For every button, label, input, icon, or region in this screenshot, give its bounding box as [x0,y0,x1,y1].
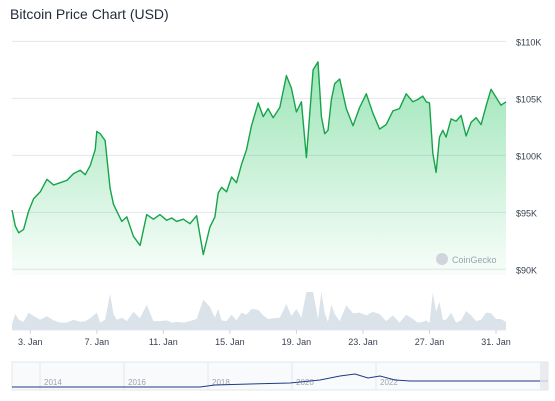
range-navigator[interactable]: 2014 2016 2018 2020 2022 [11,361,549,391]
y-tick-label: $90K [516,265,537,275]
navigator-year-label: 2014 [44,378,62,387]
y-tick-label: $110K [516,37,541,47]
x-tick-label: 27. Jan [415,337,445,347]
x-tick-label: 3. Jan [18,337,43,347]
volume-area [12,292,506,330]
navigator-year-label: 2022 [380,378,398,387]
x-tick-label: 11. Jan [149,337,178,347]
price-area [12,61,506,276]
navigator-year-label: 2018 [212,378,230,387]
x-tick-label: 15. Jan [215,337,245,347]
y-tick-label: $95K [516,208,537,218]
navigator-year-label: 2016 [128,378,146,387]
x-tick-label: 23. Jan [348,337,378,347]
watermark-text: CoinGecko [452,255,497,265]
chart-title: Bitcoin Price Chart (USD) [10,6,169,22]
navigator-year-label: 2020 [296,378,314,387]
y-tick-label: $105K [516,94,542,104]
x-tick-label: 7. Jan [85,337,110,347]
x-tick-label: 19. Jan [282,337,312,347]
x-tick-label: 31. Jan [481,337,511,347]
coingecko-watermark: CoinGecko [436,253,497,265]
navigator-frame [11,361,549,391]
y-tick-label: $100K [516,151,542,161]
navigator-line [12,373,548,388]
coingecko-logo-icon [436,253,448,265]
navigator-selection-handle[interactable] [540,362,548,390]
price-line[interactable] [11,61,507,256]
